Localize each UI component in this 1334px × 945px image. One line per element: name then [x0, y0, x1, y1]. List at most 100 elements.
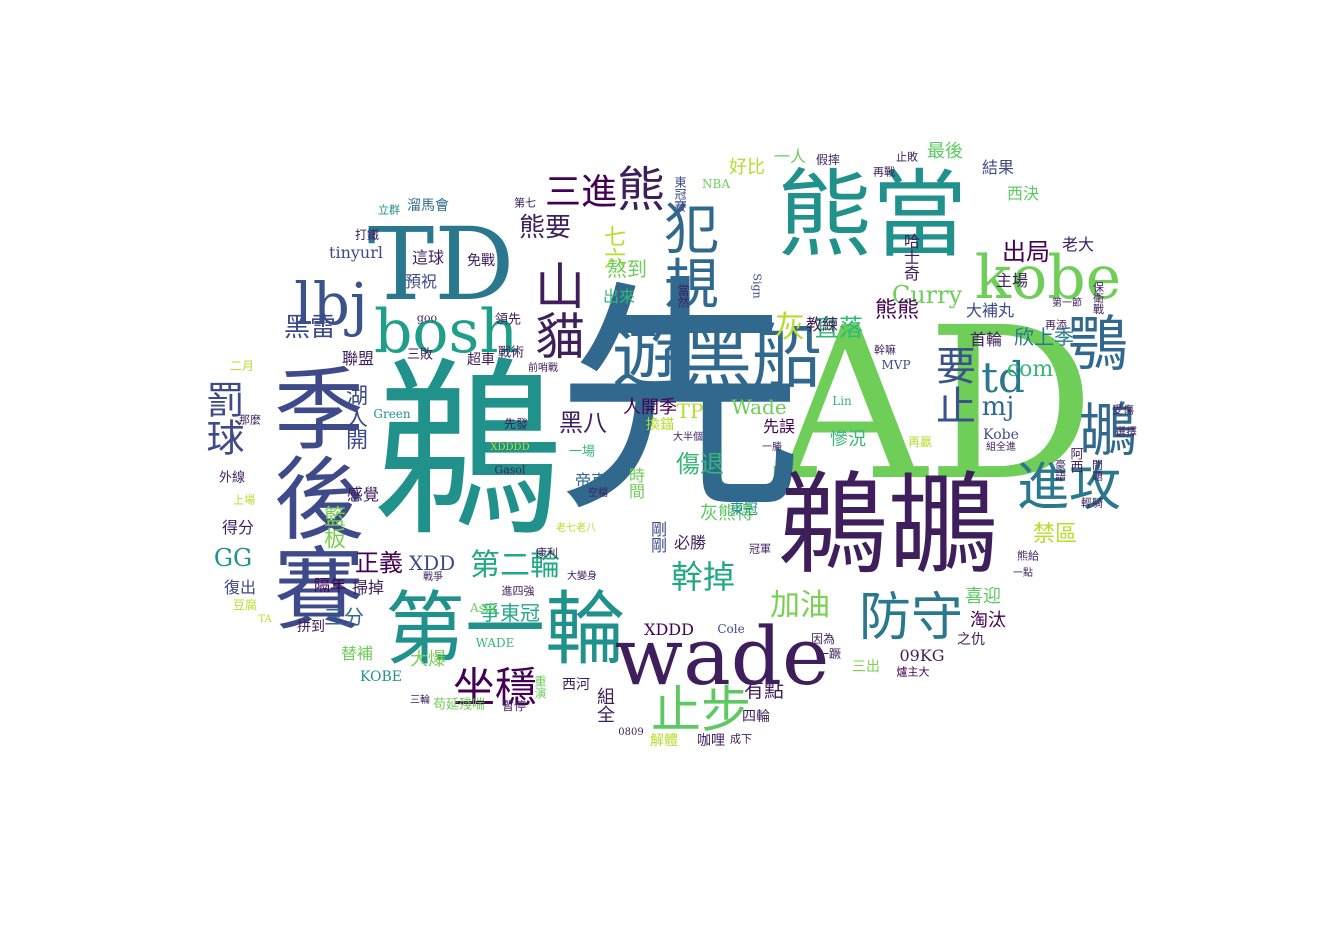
word: TD: [367, 206, 515, 323]
word: 立群: [378, 203, 400, 217]
word: 得分: [221, 518, 255, 537]
word: 老七老八: [556, 523, 596, 534]
word: Lin: [832, 394, 852, 408]
word: 冠軍: [749, 542, 771, 556]
word: 山貓: [527, 260, 585, 360]
word: 大爆: [410, 649, 446, 670]
word: mj: [981, 392, 1015, 422]
word: 解體: [650, 733, 678, 749]
word: 這球: [411, 248, 445, 267]
word: 先發: [503, 417, 529, 431]
word: 拼到: [297, 619, 325, 635]
word: 爐主大: [896, 665, 930, 679]
word: XDDD: [644, 620, 694, 639]
word: Wade: [731, 395, 787, 419]
word: TA: [258, 614, 272, 625]
word: 組全進: [986, 442, 1016, 453]
word: 三進: [544, 172, 618, 213]
word: com: [1006, 357, 1054, 382]
word: TP: [676, 399, 704, 423]
word: 籃板: [320, 505, 345, 549]
word: 爭東冠: [480, 601, 540, 625]
word: 帝克: [574, 471, 608, 490]
word: 假摔: [815, 153, 841, 167]
word: 隔年: [313, 576, 347, 595]
word: 好比: [729, 157, 765, 178]
word: 熊當: [776, 160, 968, 271]
word: 四輪: [742, 709, 770, 725]
word: 大半個: [673, 432, 703, 443]
word: 加油: [770, 588, 830, 623]
word: 聯盟: [341, 349, 375, 368]
word: Gasol: [494, 463, 526, 477]
word: 前哨戰: [528, 363, 558, 374]
word: 西決: [1006, 184, 1040, 203]
word: 暫停: [501, 699, 527, 713]
word: 鶚: [1068, 310, 1128, 380]
word: 復出: [223, 578, 257, 597]
word: 預祝: [404, 272, 438, 291]
word: 一場: [568, 444, 596, 460]
word: 止步: [651, 681, 751, 739]
word: 重演: [533, 675, 547, 699]
word: XDDDD: [490, 442, 530, 453]
word: 鵜鶘: [778, 461, 998, 589]
word: 欣上季: [1014, 325, 1074, 349]
word: 七六: [600, 225, 625, 269]
word: XDD: [408, 551, 456, 575]
word: 第七: [514, 196, 536, 210]
word: 一人: [773, 147, 807, 166]
word: 必勝: [673, 533, 707, 552]
word: 打鐵: [354, 228, 380, 242]
word: 熬到: [607, 257, 647, 281]
word: 先: [555, 254, 805, 545]
word: 教練: [805, 315, 839, 334]
word: 要止: [929, 345, 975, 425]
word: 第一節: [1052, 298, 1082, 309]
word: 0809: [618, 727, 644, 738]
word: Cole: [717, 622, 745, 636]
word: 熊熊: [874, 298, 920, 323]
word: 出局: [1002, 238, 1050, 266]
word: 鵜: [372, 341, 564, 562]
word: 西河: [562, 677, 590, 693]
word: 大變身: [567, 571, 597, 582]
word: 之仇: [957, 632, 985, 648]
word: 熊給: [1017, 549, 1039, 563]
word: 東冠: [730, 502, 758, 518]
word: 直落: [815, 314, 863, 342]
word: 再添: [1045, 318, 1067, 332]
word: 上場: [233, 493, 255, 507]
word: 哈士奇: [901, 233, 920, 281]
word: 淘汰: [970, 610, 1006, 631]
word: 慘況: [830, 429, 866, 450]
word: 阿西: [1067, 447, 1083, 473]
word: 問題: [1090, 459, 1104, 481]
word: 成下: [730, 732, 752, 746]
word: 結果: [981, 158, 1015, 177]
word: 有點: [744, 678, 784, 702]
word: 正義: [355, 549, 403, 577]
word: WADE: [475, 636, 515, 650]
word: 康利: [536, 546, 558, 560]
word: 進四強: [501, 584, 535, 598]
word: 首輪: [969, 330, 1003, 349]
word: 傷退: [676, 450, 724, 478]
word: 剛剛: [648, 521, 667, 553]
word: 溜馬會: [407, 198, 449, 214]
word: GG: [213, 544, 253, 572]
word: 選擇: [1115, 425, 1137, 439]
word: 進攻: [1016, 458, 1122, 518]
word: 熊要: [518, 213, 572, 243]
word: tinyurl: [329, 243, 383, 262]
word: 遊黑船: [612, 316, 822, 398]
word: 黑八: [559, 409, 607, 437]
word: 外線: [218, 470, 246, 486]
word: 組全: [594, 687, 615, 723]
word: 三出: [852, 659, 880, 675]
word: 因為: [810, 632, 836, 646]
word: Curry: [891, 281, 963, 309]
word: 戰術: [497, 345, 525, 361]
word: 第二輪: [470, 548, 560, 583]
word: 咖哩: [697, 733, 725, 749]
